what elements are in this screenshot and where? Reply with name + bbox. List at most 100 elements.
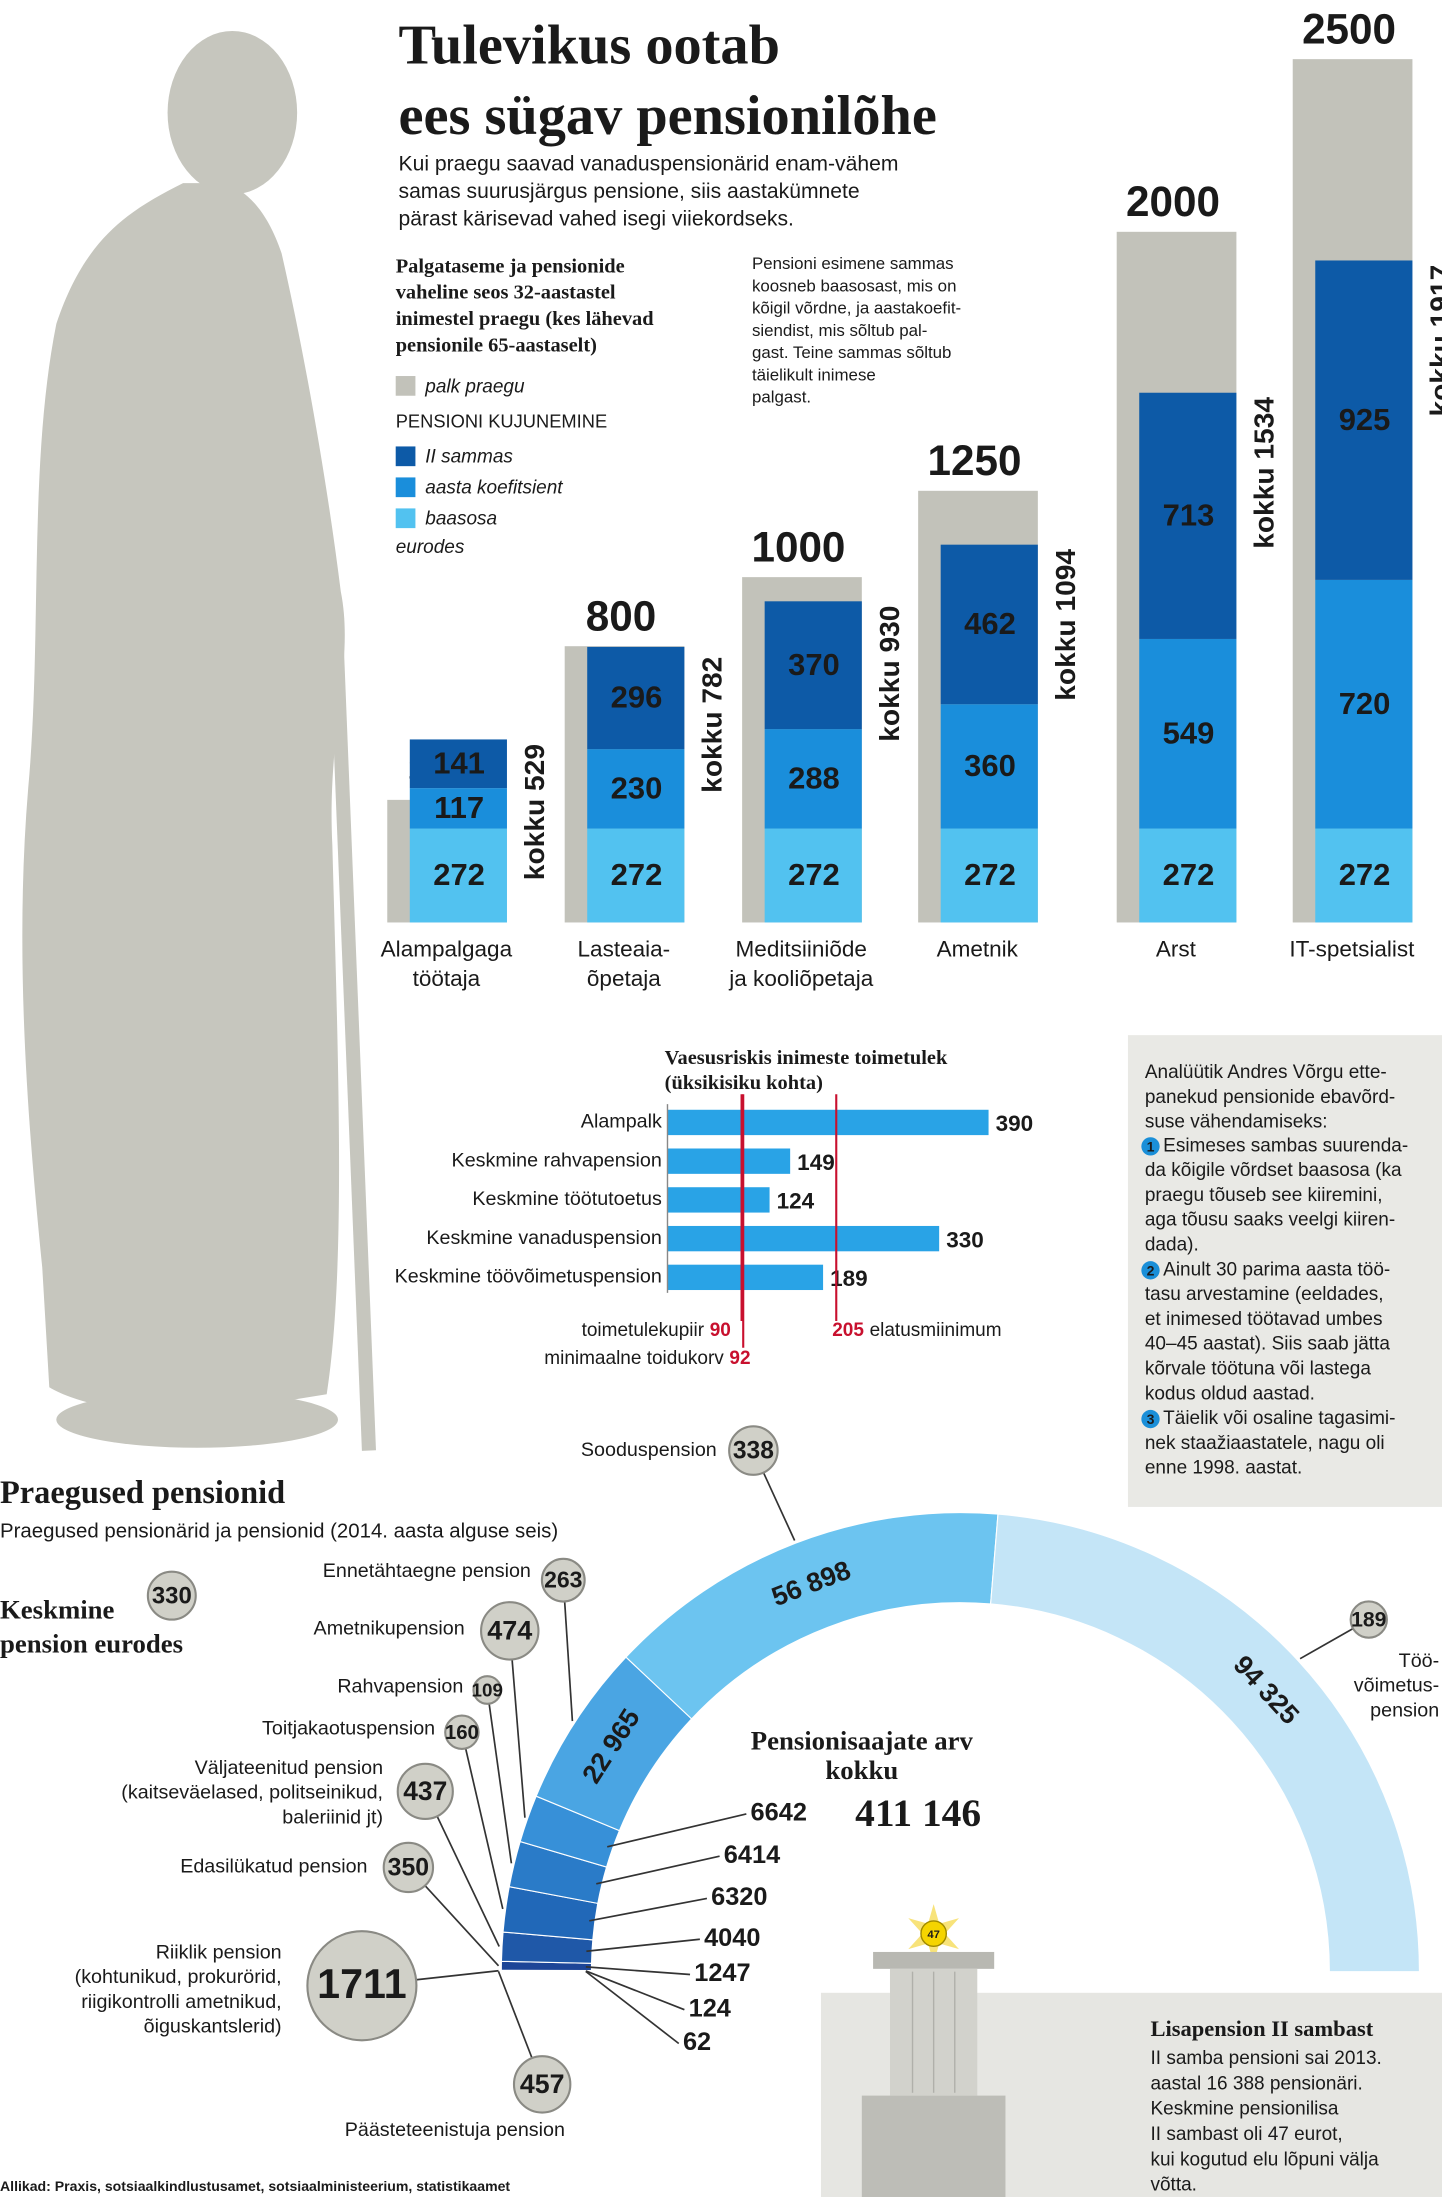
segment-label: 272: [964, 857, 1016, 892]
capital: [873, 1951, 995, 1969]
box-line: II sambast oli 47 eurot,: [1151, 2124, 1343, 2145]
legend-swatch: [395, 508, 416, 529]
average-label: 474: [487, 1615, 532, 1645]
note: Pensioni esimene sammas: [752, 254, 954, 273]
category-label: Ennetähtaegne pension: [323, 1560, 531, 1582]
average-bubble: [306, 1930, 418, 2042]
legend-swatch: [395, 376, 416, 396]
average-bubble: [472, 1675, 503, 1705]
count-label: 124: [689, 1994, 731, 2022]
segment-label: 272: [611, 857, 663, 892]
note: palgast.: [752, 388, 811, 407]
pension-segment: [1315, 579, 1413, 829]
lead: samas suurusjärgus pensione, siis aastak…: [399, 180, 860, 203]
average-label: 189: [1351, 1609, 1387, 1632]
pension-segment: [764, 729, 862, 829]
segment-label: 549: [1163, 715, 1215, 750]
category-label: õpetaja: [587, 966, 661, 991]
reference-label: minimaalne toidukorv 92: [544, 1348, 750, 1369]
legend-swatch: [395, 446, 416, 467]
arc-segment: [625, 1511, 999, 1720]
bar: [667, 1148, 791, 1174]
category-label: (kaitseväelased, politseinikud,: [121, 1782, 383, 1804]
value-label: 124: [777, 1189, 815, 1214]
count-label: 1247: [694, 1959, 750, 1987]
reference-text: minimaalne toidukorv: [544, 1348, 724, 1369]
pension-segment: [1315, 828, 1413, 923]
pension-segment: [940, 828, 1038, 923]
total-label: kokku 1094: [1050, 549, 1081, 701]
category-label: pension: [1370, 1699, 1439, 1721]
segment-label: 272: [788, 857, 840, 892]
proposal-line: enne 1998. aastat.: [1145, 1458, 1302, 1479]
segment-label: 141: [433, 745, 485, 780]
pension-segment: [1139, 638, 1237, 829]
value-label: 149: [797, 1150, 835, 1175]
silhouette: [22, 30, 376, 1451]
salary-label: 800: [586, 593, 656, 640]
note: siendist, mis sõltub pal-: [752, 321, 927, 340]
average-label: 160: [445, 1722, 479, 1744]
proposal-line: Esimeses sambas suurenda-: [1163, 1135, 1408, 1156]
count-label: 4040: [704, 1924, 760, 1952]
chart-title: pensionile 65-aastaselt): [396, 335, 597, 357]
total-label: kokku 930: [874, 606, 905, 742]
section-subtitle: Praegused pensionärid ja pensionid (2014…: [0, 1521, 558, 1543]
bullet: [1141, 1137, 1160, 1156]
pension-segment: [409, 828, 507, 923]
cane: [328, 605, 376, 1451]
average-label: 338: [733, 1437, 774, 1464]
proposal-line: Ainult 30 parima aasta töö-: [1163, 1259, 1390, 1280]
salary-label: 1000: [751, 524, 845, 571]
bubble-leader: [461, 1732, 504, 1910]
category-label: Väljateenitud pension: [195, 1757, 383, 1779]
legend-label: aasta koefitsient: [425, 478, 563, 499]
box-line: võtta.: [1151, 2175, 1197, 2196]
proposal-line: tasu arvestamine (eeldades,: [1145, 1284, 1384, 1305]
title: ees sügav pensionilõhe: [399, 85, 937, 147]
category-label: ja kooliõpetaja: [728, 966, 873, 991]
count-label: 6414: [724, 1841, 780, 1869]
average-label: 437: [403, 1776, 447, 1806]
bullet-number: 3: [1147, 1411, 1155, 1427]
category-label: Toitjakaotuspension: [262, 1718, 435, 1740]
total-label: kokku 1917: [1424, 265, 1442, 417]
total-label: kokku 782: [696, 657, 727, 793]
category-label: Alampalgaga: [381, 937, 513, 962]
average-label: 350: [388, 1854, 429, 1881]
proposal-intro: panekud pensionide ebavõrd-: [1145, 1087, 1395, 1108]
category-label: Keskmine töötutoetus: [472, 1188, 662, 1210]
legend-label: Keskmine: [0, 1595, 115, 1625]
total-label: 411 146: [855, 1791, 981, 1835]
segment-label: 272: [1339, 857, 1391, 892]
chart-title: kokku: [825, 1755, 898, 1785]
leader-line: [589, 1897, 708, 1922]
chart-title: Palgataseme ja pensionide: [396, 255, 625, 277]
note: gast. Teine sammas sõltub: [752, 343, 951, 362]
chart-title: Pensionisaajate arv: [751, 1726, 974, 1756]
arc-segment: [989, 1513, 1421, 1973]
bar: [667, 1187, 770, 1213]
proposal-intro: Analüütik Andres Võrgu ette-: [1145, 1062, 1387, 1083]
average-bubble: [444, 1714, 480, 1750]
legend-value: 330: [152, 1582, 192, 1609]
bubble-leader: [424, 1791, 500, 1947]
reference-text: 92: [729, 1348, 750, 1369]
segment-label: 272: [433, 857, 485, 892]
pension-segment: [940, 544, 1038, 705]
pension-segment: [587, 749, 685, 829]
average-label: 109: [472, 1679, 503, 1700]
segment-label: 713: [1163, 497, 1215, 532]
segment-label: 117: [434, 790, 484, 825]
segment-label: 272: [1163, 857, 1215, 892]
count-label: 6320: [711, 1883, 767, 1911]
lamp-value: 47: [927, 1929, 940, 1941]
category-label: Päästeteenistuja pension: [345, 2119, 565, 2141]
lead: pärast kärisevad vahed isegi viiekordsek…: [399, 207, 794, 230]
total-label: kokku 1534: [1248, 397, 1279, 549]
box-line: aastal 16 388 pensionäri.: [1151, 2073, 1363, 2094]
proposal-line: praegu tõuseb see kiiremini,: [1145, 1185, 1383, 1206]
box-line: Keskmine pensionilisa: [1151, 2099, 1339, 2120]
pension-segment: [587, 828, 685, 923]
category-label: Sooduspension: [581, 1439, 717, 1461]
